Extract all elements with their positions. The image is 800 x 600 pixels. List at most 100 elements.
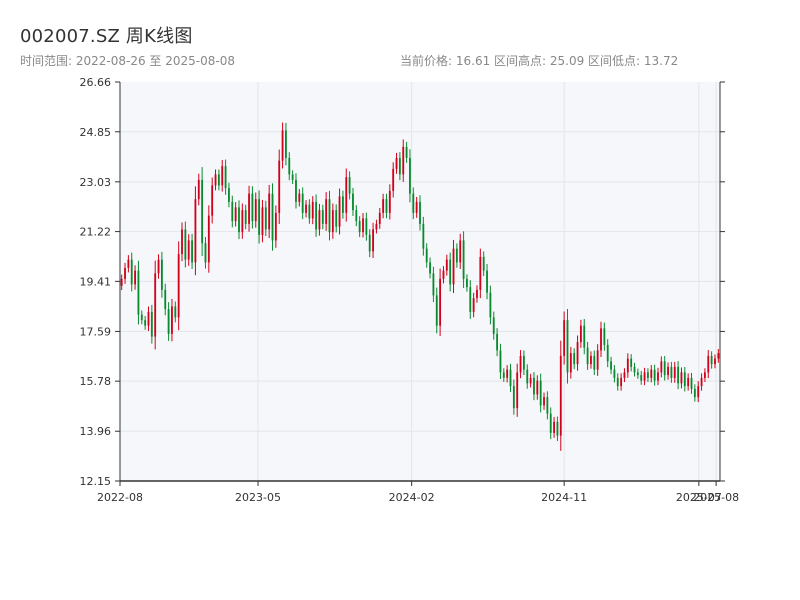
candle-body bbox=[311, 201, 314, 219]
candle-body bbox=[124, 267, 126, 279]
candle bbox=[251, 186, 254, 229]
candle bbox=[365, 212, 368, 241]
candle-body bbox=[412, 193, 415, 213]
candle-body bbox=[636, 372, 639, 376]
candle-body bbox=[388, 190, 391, 213]
candle-body bbox=[690, 377, 693, 389]
candle-body bbox=[543, 397, 545, 406]
candle bbox=[512, 379, 515, 415]
candle bbox=[274, 205, 277, 248]
candle bbox=[174, 301, 177, 323]
candle-body bbox=[248, 193, 250, 224]
candle bbox=[502, 368, 505, 383]
candle bbox=[603, 322, 606, 351]
candle bbox=[462, 231, 465, 288]
candle-body bbox=[559, 355, 562, 436]
candle-body bbox=[703, 372, 706, 378]
candle-body bbox=[285, 130, 287, 158]
candle bbox=[573, 348, 576, 370]
candle-body bbox=[274, 212, 277, 241]
candle bbox=[301, 187, 304, 220]
candle bbox=[305, 200, 307, 218]
candle-body bbox=[315, 201, 318, 230]
candle bbox=[663, 356, 666, 381]
candle bbox=[633, 362, 636, 377]
candle bbox=[191, 233, 193, 269]
candle-body bbox=[563, 320, 566, 356]
candle-body bbox=[466, 278, 468, 288]
candle-body bbox=[553, 421, 555, 433]
y-tick-label: 19.41 bbox=[80, 275, 112, 288]
candle bbox=[201, 167, 204, 256]
candle bbox=[211, 177, 214, 224]
candle bbox=[412, 187, 415, 220]
candle bbox=[593, 350, 596, 375]
candle bbox=[140, 310, 143, 325]
candle-body bbox=[207, 215, 210, 263]
candle-body bbox=[422, 223, 425, 249]
candle-body bbox=[331, 210, 334, 233]
candle-body bbox=[258, 199, 261, 235]
candle bbox=[207, 205, 210, 273]
x-tick-label: 2024-02 bbox=[389, 491, 435, 504]
candle-body bbox=[398, 157, 401, 175]
candle-body bbox=[164, 289, 167, 310]
candle bbox=[516, 363, 519, 417]
candle bbox=[559, 340, 562, 451]
candle-body bbox=[549, 413, 552, 433]
candle-body bbox=[160, 259, 163, 290]
candle bbox=[291, 170, 294, 185]
candle bbox=[657, 367, 659, 386]
candle-body bbox=[295, 179, 297, 202]
candle-body bbox=[204, 243, 207, 263]
candle bbox=[395, 152, 398, 174]
candle bbox=[254, 192, 257, 228]
candle-body bbox=[268, 193, 271, 230]
candle bbox=[673, 361, 676, 383]
candle bbox=[315, 194, 318, 237]
candle bbox=[338, 188, 341, 235]
candle-body bbox=[217, 174, 220, 186]
candle bbox=[683, 367, 686, 392]
candle bbox=[509, 363, 512, 392]
candle bbox=[576, 335, 579, 371]
candle-body bbox=[271, 193, 274, 241]
candle-body bbox=[211, 185, 214, 216]
candle-body bbox=[395, 157, 398, 169]
candle-body bbox=[693, 388, 696, 398]
candle-body bbox=[630, 358, 633, 367]
candle bbox=[626, 353, 629, 378]
candle-body bbox=[590, 355, 592, 365]
candle-body bbox=[328, 199, 331, 233]
candle-body bbox=[254, 199, 257, 222]
candle-body bbox=[697, 386, 700, 398]
candle-body bbox=[288, 157, 291, 175]
candle bbox=[308, 199, 311, 224]
candle bbox=[388, 184, 391, 220]
y-tick-label: 13.96 bbox=[80, 425, 112, 438]
x-tick-label: 2025-07 bbox=[676, 491, 722, 504]
candle-body bbox=[127, 259, 130, 268]
candle bbox=[647, 368, 649, 383]
candle bbox=[690, 372, 693, 394]
candle-body bbox=[244, 210, 247, 224]
candle bbox=[586, 341, 589, 370]
candle-body bbox=[626, 358, 629, 373]
candle-body bbox=[502, 372, 505, 378]
candle-body bbox=[281, 130, 284, 161]
candle bbox=[496, 328, 499, 357]
candle bbox=[130, 252, 133, 292]
candle-body bbox=[234, 207, 237, 222]
candle bbox=[409, 149, 411, 203]
candle bbox=[449, 252, 452, 292]
candle bbox=[569, 346, 572, 379]
candle-body bbox=[308, 204, 311, 219]
candle bbox=[482, 251, 485, 277]
candle-body bbox=[382, 199, 385, 213]
candle-body bbox=[147, 311, 150, 326]
candle bbox=[177, 241, 180, 331]
candle bbox=[717, 349, 720, 363]
candle-body bbox=[586, 347, 589, 365]
candle-body bbox=[352, 193, 354, 211]
